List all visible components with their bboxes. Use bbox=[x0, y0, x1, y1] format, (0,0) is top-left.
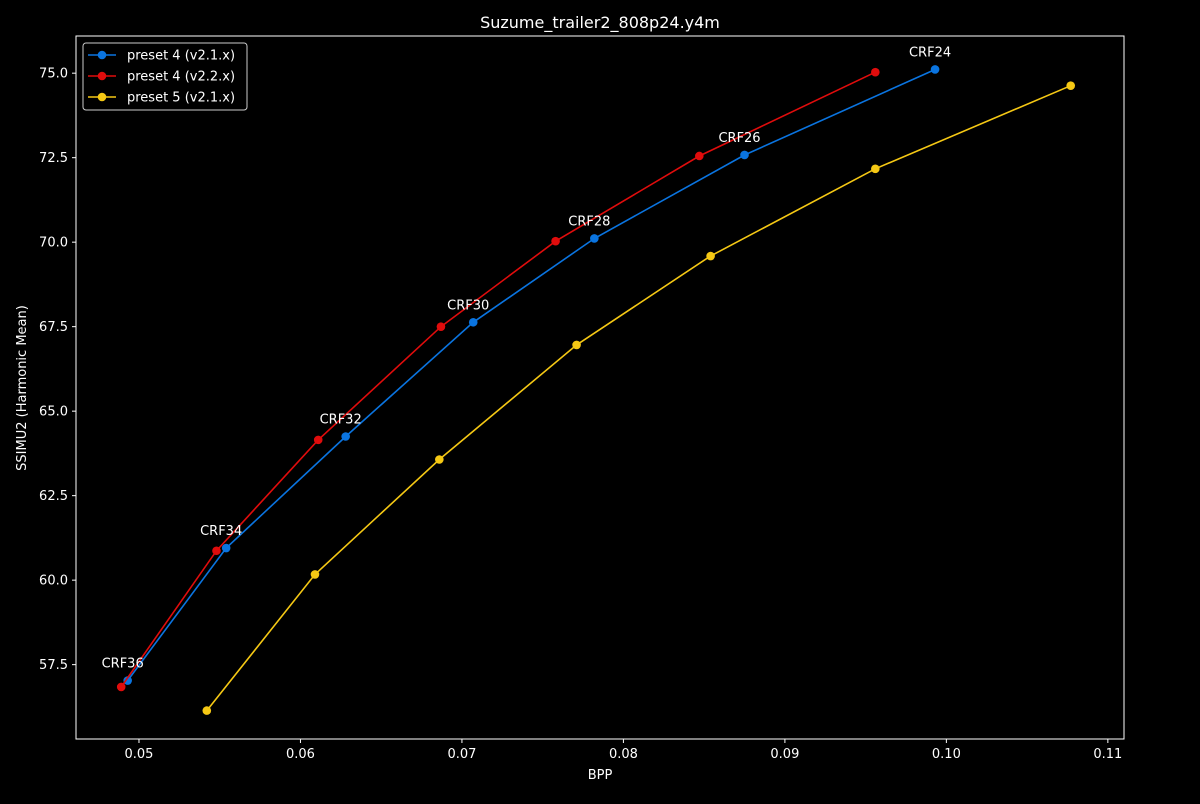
x-tick-label: 0.05 bbox=[125, 747, 154, 762]
data-point bbox=[695, 151, 704, 161]
x-axis: 0.05 0.06 0.07 0.08 0.09 0.10 0.11 bbox=[125, 739, 1122, 762]
x-tick-label: 0.07 bbox=[447, 747, 476, 762]
data-point bbox=[871, 164, 880, 174]
data-point bbox=[590, 234, 599, 243]
x-tick-label: 0.11 bbox=[1093, 747, 1122, 762]
data-point bbox=[871, 67, 880, 77]
series-1 bbox=[123, 65, 940, 685]
y-axis-label: SSIMU2 (Harmonic Mean) bbox=[15, 305, 30, 471]
x-axis-label: BPP bbox=[588, 768, 613, 783]
series-line bbox=[120, 71, 876, 688]
annotation-layer: CRF36 CRF34 CRF32 CRF30 CRF28 CRF26 CRF24 bbox=[102, 45, 952, 671]
data-point bbox=[116, 682, 126, 692]
legend-label: preset 4 (v2.1.x) bbox=[127, 49, 235, 64]
series-line bbox=[127, 68, 936, 681]
series-line bbox=[206, 84, 1072, 712]
data-point bbox=[551, 236, 560, 246]
crf-annotation: CRF26 bbox=[718, 131, 760, 146]
data-point bbox=[313, 435, 323, 445]
y-tick-label: 67.5 bbox=[39, 320, 68, 335]
data-point bbox=[202, 706, 212, 715]
y-tick-label: 65.0 bbox=[39, 405, 68, 420]
x-tick-label: 0.10 bbox=[932, 747, 961, 762]
legend-box bbox=[82, 42, 248, 111]
legend-swatch-marker bbox=[97, 50, 107, 60]
data-point bbox=[221, 543, 231, 553]
x-tick-label: 0.08 bbox=[609, 747, 638, 762]
y-tick-label: 75.0 bbox=[39, 67, 68, 82]
legend-item: preset 4 (v2.2.x) bbox=[88, 70, 235, 85]
crf-annotation: CRF30 bbox=[447, 298, 489, 313]
series-layer bbox=[116, 65, 1076, 715]
chart-title: Suzume_trailer2_808p24.y4m bbox=[480, 13, 720, 33]
x-tick-label: 0.09 bbox=[770, 747, 799, 762]
legend-label: preset 5 (v2.1.x) bbox=[127, 91, 235, 106]
data-point bbox=[1066, 81, 1076, 90]
data-point bbox=[310, 570, 320, 579]
crf-annotation: CRF36 bbox=[102, 657, 144, 672]
legend-item: preset 5 (v2.1.x) bbox=[88, 91, 235, 106]
crf-annotation: CRF24 bbox=[909, 45, 951, 60]
series-3 bbox=[202, 81, 1076, 715]
y-axis: 57.5 60.0 62.5 65.0 67.5 70.0 72.5 75.0 bbox=[39, 67, 76, 673]
plot-frame bbox=[75, 35, 1125, 740]
x-tick-label: 0.06 bbox=[286, 747, 315, 762]
data-point bbox=[706, 251, 715, 261]
data-point bbox=[468, 317, 478, 327]
legend-swatch-marker bbox=[97, 92, 107, 102]
legend-label: preset 4 (v2.2.x) bbox=[127, 70, 235, 85]
series-2 bbox=[116, 67, 880, 692]
data-point bbox=[341, 432, 350, 441]
y-tick-label: 62.5 bbox=[39, 489, 68, 504]
crf-annotation: CRF28 bbox=[568, 214, 610, 229]
data-point bbox=[930, 65, 940, 74]
crf-annotation: CRF32 bbox=[320, 413, 362, 428]
data-point bbox=[212, 546, 221, 556]
data-point bbox=[435, 455, 444, 464]
data-point bbox=[572, 340, 581, 350]
legend: preset 4 (v2.1.x) preset 4 (v2.2.x) preset… bbox=[82, 42, 248, 111]
data-point bbox=[740, 150, 749, 160]
data-point bbox=[123, 676, 132, 685]
y-tick-label: 60.0 bbox=[39, 574, 68, 589]
crf-annotation: CRF34 bbox=[200, 524, 242, 539]
y-tick-label: 70.0 bbox=[39, 236, 68, 251]
y-tick-label: 57.5 bbox=[39, 658, 68, 673]
data-point bbox=[436, 322, 446, 331]
y-tick-label: 72.5 bbox=[39, 151, 68, 166]
legend-swatch-marker bbox=[97, 71, 107, 81]
legend-item: preset 4 (v2.1.x) bbox=[88, 49, 235, 64]
